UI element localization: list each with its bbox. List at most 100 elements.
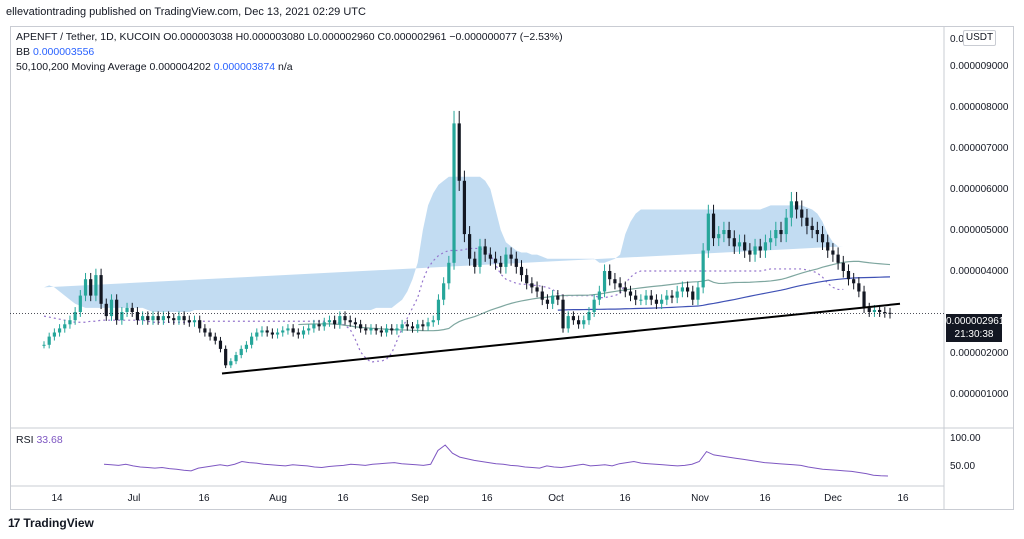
- candle-body: [852, 279, 856, 284]
- candle-body: [571, 316, 575, 321]
- candle-body: [83, 279, 88, 296]
- candle-body: [198, 320, 202, 329]
- candle-body: [587, 312, 591, 321]
- legend-symbol[interactable]: APENFT / Tether, 1D, KUCOIN: [16, 31, 161, 43]
- rsi-legend: RSI 33.68: [16, 434, 63, 446]
- currency-button[interactable]: USDT: [963, 30, 996, 46]
- candle-body: [530, 283, 534, 288]
- candle-body: [452, 123, 456, 263]
- candle-body: [639, 299, 643, 301]
- candle-body: [649, 295, 653, 300]
- candle-body: [213, 336, 217, 341]
- time-axis-label: Aug: [269, 493, 287, 504]
- candle-body: [353, 322, 358, 325]
- candle-body: [338, 316, 342, 325]
- candle-body: [499, 262, 503, 267]
- rsi-value: 33.68: [36, 434, 63, 446]
- price-axis-label: 0.000005000: [950, 225, 1009, 236]
- candle-body: [717, 234, 721, 239]
- candle-body: [265, 330, 269, 333]
- candle-body: [322, 322, 326, 327]
- candle-body: [462, 180, 467, 235]
- candle-body: [504, 254, 508, 267]
- candle-body: [141, 316, 145, 321]
- candle-body: [172, 318, 176, 321]
- candle-body: [509, 254, 513, 259]
- candle-body: [390, 328, 394, 331]
- time-axis-label: Sep: [411, 493, 429, 504]
- price-axis-label: 0.000007000: [950, 143, 1009, 154]
- candle-body: [623, 287, 627, 292]
- candle-body: [166, 316, 171, 319]
- candle-body: [312, 324, 316, 329]
- candle-body: [130, 307, 134, 312]
- price-axis-label: 0.000002000: [950, 348, 1009, 359]
- candle-body: [426, 322, 430, 327]
- candle-body: [582, 320, 586, 325]
- publisher-line: ellevationtrading published on TradingVi…: [6, 6, 366, 18]
- candle-body: [104, 303, 108, 317]
- legend-ma-label[interactable]: 50,100,200 Moving Average: [16, 61, 147, 73]
- candle-body: [836, 254, 840, 263]
- candle-body: [89, 279, 93, 296]
- candle-body: [421, 324, 425, 327]
- tradingview-logo-icon: 17: [8, 516, 20, 530]
- candle-body: [364, 328, 368, 331]
- candle-body: [846, 271, 851, 280]
- candle-body: [359, 324, 363, 329]
- chart-frame[interactable]: [10, 26, 1014, 510]
- candle-body: [769, 238, 773, 243]
- candle-body: [540, 291, 544, 300]
- candle-body: [654, 299, 659, 304]
- candle-body: [779, 230, 783, 235]
- candle-body: [602, 271, 607, 292]
- candle-body: [691, 291, 695, 300]
- time-axis-label: 14: [51, 493, 63, 504]
- candle-body: [784, 217, 788, 235]
- candle-body: [862, 291, 866, 308]
- candle-body: [644, 295, 648, 300]
- chart-legend: APENFT / Tether, 1D, KUCOIN O0.000003038…: [16, 30, 563, 75]
- candle-body: [47, 336, 51, 345]
- candle-body: [665, 295, 669, 300]
- candle-body: [680, 287, 684, 292]
- candle-body: [218, 340, 223, 349]
- time-axis-label: Nov: [691, 493, 709, 504]
- candle-body: [660, 299, 664, 304]
- candle-body: [551, 295, 555, 304]
- rsi-label[interactable]: RSI: [16, 434, 34, 446]
- candle-body: [613, 279, 617, 284]
- candle-body: [239, 348, 243, 356]
- candle-body: [410, 326, 415, 329]
- candle-body: [493, 258, 498, 263]
- candle-body: [120, 312, 124, 321]
- candle-body: [748, 250, 752, 255]
- candle-body: [815, 230, 819, 235]
- moving-average-100: [557, 276, 891, 311]
- candle-body: [525, 275, 529, 284]
- candle-body: [73, 312, 77, 321]
- candle-body: [442, 283, 446, 300]
- price-axis-label: 0.000001000: [950, 389, 1009, 400]
- tradingview-logo[interactable]: 17 TradingView: [8, 516, 94, 530]
- legend-bb-label[interactable]: BB: [16, 46, 31, 58]
- candle-body: [519, 266, 524, 276]
- candle-body: [281, 330, 285, 333]
- rsi-line: [103, 444, 889, 477]
- candle-body: [800, 209, 804, 218]
- candle-body: [431, 320, 435, 323]
- candle-body: [820, 234, 825, 243]
- time-axis-label: 16: [481, 493, 493, 504]
- candle-body: [99, 275, 103, 304]
- candle-body: [483, 246, 487, 255]
- candle-body: [826, 242, 830, 251]
- candle-body: [566, 316, 570, 329]
- candle-body: [618, 283, 622, 288]
- candle-body: [182, 316, 186, 321]
- candle-body: [177, 316, 181, 321]
- candle-body: [327, 320, 332, 323]
- candle-body: [545, 299, 550, 304]
- candle-body: [727, 230, 731, 239]
- candle-body: [260, 330, 264, 333]
